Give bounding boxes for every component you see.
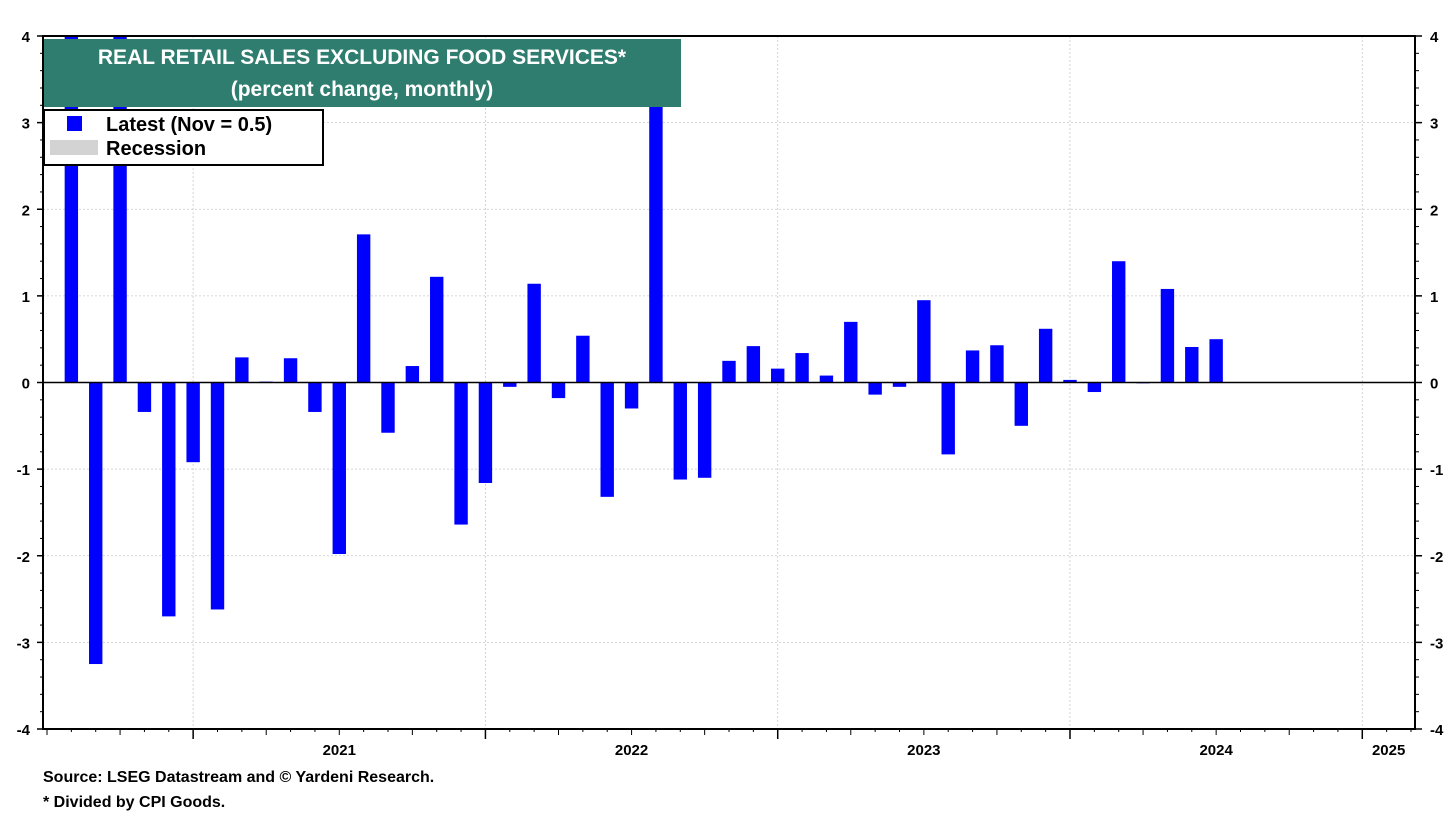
y-tick-label-right: 3 [1430,116,1438,133]
title-box: REAL RETAIL SALES EXCLUDING FOOD SERVICE… [44,39,681,107]
bar-2022-01 [478,382,493,483]
y-tick-label-left: 1 [22,289,30,306]
y-tick-label-left: 4 [22,29,31,46]
left-axis: 4 3 2 1 0 -1 -2 -3 -4 [17,29,43,739]
y-tick-label-right: -4 [1430,722,1444,739]
y-tick-label-right: -1 [1430,462,1443,479]
bar-2023-09 [965,350,980,383]
bar-2024-05 [1160,288,1175,383]
title-background [44,39,681,107]
legend-swatch-latest [67,116,82,131]
source-note: Source: LSEG Datastream and © Yardeni Re… [43,769,435,786]
bar-2023-08 [941,382,955,455]
legend-swatch-recession [50,140,98,155]
bar-2021-07 [332,382,346,555]
y-tick-label-right: 0 [1430,376,1438,393]
y-tick-label-left: -3 [17,635,30,652]
bar-2022-06 [600,382,614,497]
footnote: * Divided by CPI Goods. [43,794,226,811]
y-tick-label-right: 2 [1430,202,1438,219]
y-tick-label-right: -3 [1430,635,1443,652]
x-year-label: 2022 [615,742,648,759]
bar-2023-06 [892,382,907,387]
bar-2022-02 [503,382,517,387]
bar-2024-07 [1209,339,1223,383]
bar-2023-11 [1014,382,1028,426]
x-year-label: 2024 [1199,742,1233,759]
bar-2022-05 [576,335,590,383]
bar-2021-05 [283,358,298,383]
bar-2021-12 [454,382,468,525]
bar-2021-08 [356,234,371,383]
bar-2020-09 [89,382,103,665]
chart-title: REAL RETAIL SALES EXCLUDING FOOD SERVICE… [98,46,627,69]
x-year-label: 2025 [1372,742,1405,759]
bar-2021-11 [430,276,444,383]
y-tick-label-left: 0 [22,376,30,393]
legend-label-latest: Latest (Nov = 0.5) [106,114,272,136]
bar-2024-06 [1185,346,1199,383]
bar-2022-03 [527,283,541,383]
x-year-label: 2021 [323,742,356,759]
bar-2021-02 [210,382,225,610]
bar-2021-03 [235,357,249,383]
bar-2024-03 [1112,261,1126,383]
y-tick-label-left: -1 [17,462,30,479]
bar-2023-10 [990,345,1004,383]
bar-2022-07 [624,382,639,409]
legend-frame [43,109,324,166]
y-tick-label-left: 2 [22,202,30,219]
legend: Latest (Nov = 0.5) Recession [43,109,324,166]
bar-2023-05 [868,382,882,395]
bar-2022-12 [746,346,761,383]
bar-2023-03 [819,375,834,383]
legend-label-recession: Recession [106,138,206,160]
bar-2023-02 [795,353,809,383]
y-tick-label-right: 1 [1430,289,1438,306]
bar-2022-08 [649,87,663,383]
bar-2023-04 [844,321,858,383]
bar-2020-12 [162,382,176,617]
bar-2022-11 [722,360,736,383]
bar-2023-07 [917,300,931,383]
y-tick-label-left: 3 [22,116,30,133]
y-tick-label-left: -2 [17,549,30,566]
bar-2024-01 [1063,379,1077,383]
bar-2021-10 [405,366,420,383]
bar-2021-01 [186,382,200,463]
bar-2022-04 [551,382,566,399]
y-tick-label-left: -4 [17,722,31,739]
bar-2022-09 [673,382,687,480]
bar-2023-12 [1038,328,1053,383]
x-year-label: 2023 [907,742,940,759]
x-axis: 2021 2022 2023 2024 2025 [46,729,1412,759]
right-axis: 4 3 2 1 0 -1 -2 -3 -4 [1415,29,1444,739]
y-tick-label-right: -2 [1430,549,1443,566]
bar-2022-10 [697,382,712,478]
bar-2021-06 [308,382,322,412]
bar-2021-09 [381,382,395,433]
y-tick-label-right: 4 [1430,29,1439,46]
bar-2024-02 [1087,382,1102,393]
bar-2020-11 [137,382,152,412]
bar-2023-01 [771,368,785,383]
chart-subtitle: (percent change, monthly) [231,78,494,101]
